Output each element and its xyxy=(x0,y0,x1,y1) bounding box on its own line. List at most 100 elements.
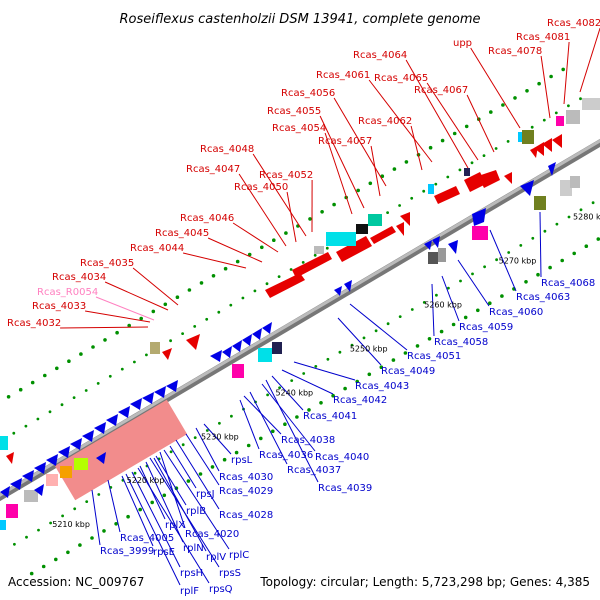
gene-label[interactable]: Rcas_4035 xyxy=(80,258,134,269)
gene-label[interactable]: Rcas_4052 xyxy=(259,170,313,181)
gene-label[interactable]: Rcas_4037 xyxy=(287,465,341,476)
gene-arrow[interactable] xyxy=(162,348,172,360)
gene-box[interactable] xyxy=(438,248,446,262)
gene-box[interactable] xyxy=(6,504,18,518)
gene-label[interactable]: Rcas_4047 xyxy=(186,164,240,175)
gene-label[interactable]: rpsH xyxy=(180,568,203,579)
gene-box[interactable] xyxy=(556,116,564,126)
gene-label[interactable]: rpsL xyxy=(231,455,253,466)
gene-label[interactable]: Rcas_4056 xyxy=(281,88,335,99)
gene-box[interactable] xyxy=(150,342,160,354)
gene-label[interactable]: Rcas_4081 xyxy=(516,32,570,43)
gene-label[interactable]: rpsE xyxy=(153,547,175,558)
gene-arrow[interactable] xyxy=(478,170,500,188)
gene-arrow[interactable] xyxy=(118,406,130,418)
gene-box[interactable] xyxy=(24,490,38,502)
gene-box[interactable] xyxy=(272,342,282,354)
gene-label[interactable]: Rcas_4005 xyxy=(120,533,174,544)
gene-label[interactable]: Rcas_4044 xyxy=(130,243,184,254)
gene-label[interactable]: Rcas_4020 xyxy=(185,529,239,540)
gene-label[interactable]: rplN xyxy=(183,543,204,554)
gene-arrow[interactable] xyxy=(265,273,305,298)
gene-box[interactable] xyxy=(534,196,546,210)
gene-arrow[interactable] xyxy=(252,328,262,340)
gene-label[interactable]: rplC xyxy=(229,550,249,561)
gene-arrow[interactable] xyxy=(534,142,544,156)
gene-arrow[interactable] xyxy=(58,446,70,458)
gene-label[interactable]: Rcas_4036 xyxy=(259,450,313,461)
gene-box[interactable] xyxy=(428,252,438,264)
gene-label[interactable]: Rcas_4050 xyxy=(234,182,288,193)
gene-label[interactable]: Rcas_4059 xyxy=(459,322,513,333)
gene-arrow[interactable] xyxy=(34,462,46,474)
gene-box[interactable] xyxy=(566,110,580,124)
gene-arrow[interactable] xyxy=(542,138,552,152)
gene-label[interactable]: Rcas_4046 xyxy=(180,213,234,224)
gene-box[interactable] xyxy=(326,232,356,246)
gene-label[interactable]: Rcas_4078 xyxy=(488,46,542,57)
gene-arrow[interactable] xyxy=(520,180,534,196)
gene-box[interactable] xyxy=(0,520,6,530)
gene-label[interactable]: Rcas_4029 xyxy=(219,486,273,497)
gene-label[interactable]: upp xyxy=(453,38,472,49)
gene-arrow[interactable] xyxy=(0,486,10,498)
gene-box[interactable] xyxy=(314,246,324,254)
gene-label[interactable]: Rcas_4062 xyxy=(358,116,412,127)
gene-label[interactable]: Rcas_3999 xyxy=(100,546,154,557)
gene-arrow[interactable] xyxy=(344,280,352,292)
gene-arrow[interactable] xyxy=(530,146,538,158)
gene-label[interactable]: Rcas_4039 xyxy=(318,483,372,494)
gene-label[interactable]: rplB xyxy=(186,506,206,517)
gene-box[interactable] xyxy=(368,214,382,226)
gene-arrow[interactable] xyxy=(504,172,512,184)
gene-label[interactable]: rpsJ xyxy=(196,489,215,500)
gene-box[interactable] xyxy=(560,180,572,196)
gene-box[interactable] xyxy=(570,176,580,188)
gene-arrow[interactable] xyxy=(142,392,154,404)
gene-arrow[interactable] xyxy=(472,208,486,226)
gene-label[interactable]: rplX xyxy=(165,520,185,531)
gene-label[interactable]: Rcas_4032 xyxy=(7,318,61,329)
gene-arrow[interactable] xyxy=(370,226,396,244)
gene-label[interactable]: Rcas_4049 xyxy=(381,366,435,377)
gene-arrow[interactable] xyxy=(46,454,58,466)
gene-arrow[interactable] xyxy=(434,186,460,204)
gene-arrow[interactable] xyxy=(262,322,272,334)
gene-arrow[interactable] xyxy=(154,386,166,398)
gene-label[interactable]: Rcas_4060 xyxy=(489,307,543,318)
gene-label[interactable]: Rcas_4055 xyxy=(267,106,321,117)
gene-label[interactable]: Rcas_4067 xyxy=(414,85,468,96)
gene-arrow[interactable] xyxy=(70,438,82,450)
gene-label[interactable]: Rcas_4068 xyxy=(541,278,595,289)
gene-arrow[interactable] xyxy=(424,240,432,250)
gene-label[interactable]: rpsQ xyxy=(209,584,233,595)
gene-label[interactable]: Rcas_4048 xyxy=(200,144,254,155)
gene-label[interactable]: Rcas_4042 xyxy=(333,395,387,406)
gene-arrow[interactable] xyxy=(186,334,200,350)
gene-arrow[interactable] xyxy=(396,222,404,236)
gene-label[interactable]: Rcas_4063 xyxy=(516,292,570,303)
gene-arrow[interactable] xyxy=(10,478,22,490)
gene-label[interactable]: Rcas_4082 xyxy=(547,18,600,29)
gene-arrow[interactable] xyxy=(106,414,118,426)
gene-box[interactable] xyxy=(258,348,272,362)
gene-arrow[interactable] xyxy=(448,240,458,254)
gene-arrow[interactable] xyxy=(292,252,332,278)
gene-label[interactable]: Rcas_4064 xyxy=(353,50,407,61)
gene-box[interactable] xyxy=(464,168,470,176)
gene-box[interactable] xyxy=(472,226,488,240)
gene-label[interactable]: Rcas_4045 xyxy=(155,228,209,239)
gene-arrow[interactable] xyxy=(242,334,252,346)
gene-arrow[interactable] xyxy=(334,286,342,296)
gene-arrow[interactable] xyxy=(22,470,34,482)
gene-arrow[interactable] xyxy=(222,346,232,358)
gene-box[interactable] xyxy=(74,458,88,470)
gene-label[interactable]: Rcas_4030 xyxy=(219,472,273,483)
gene-arrow[interactable] xyxy=(96,452,106,464)
gene-arrow[interactable] xyxy=(400,212,410,226)
gene-label[interactable]: Rcas_4058 xyxy=(434,337,488,348)
gene-label[interactable]: rpsS xyxy=(219,568,241,579)
gene-arrow[interactable] xyxy=(94,422,106,434)
gene-label[interactable]: Rcas_4033 xyxy=(32,301,86,312)
gene-label[interactable]: Rcas_4041 xyxy=(303,411,357,422)
